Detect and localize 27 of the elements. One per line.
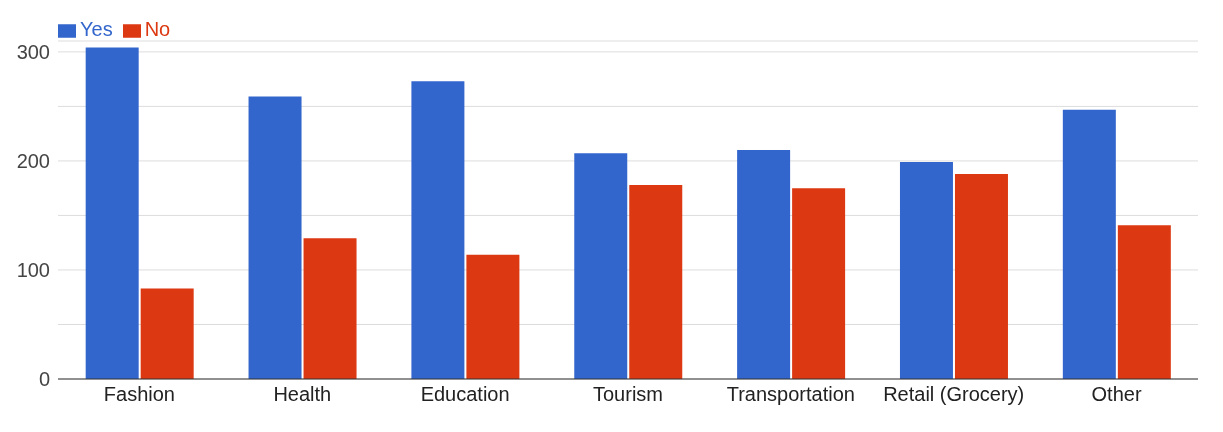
x-tick-label: Education bbox=[420, 383, 510, 406]
x-tick-label: Retail (Grocery) bbox=[883, 383, 1025, 406]
bar bbox=[629, 184, 683, 379]
bar bbox=[303, 238, 357, 379]
legend-label: No bbox=[144, 18, 171, 40]
y-tick-label: 200 bbox=[16, 150, 50, 173]
y-tick-label: 300 bbox=[16, 41, 50, 63]
bar bbox=[140, 288, 194, 379]
bar bbox=[85, 47, 139, 379]
bar bbox=[899, 162, 953, 379]
x-tick-label: Fashion bbox=[103, 383, 176, 406]
bar bbox=[466, 254, 520, 379]
y-tick-label: 100 bbox=[16, 259, 50, 282]
bar bbox=[411, 81, 465, 379]
y-tick-label: 0 bbox=[38, 368, 50, 391]
bar bbox=[1062, 109, 1116, 379]
x-tick-label: Other bbox=[1091, 383, 1142, 406]
bar bbox=[1117, 225, 1171, 379]
bar bbox=[737, 150, 791, 379]
legend-label: Yes bbox=[80, 18, 113, 40]
x-tick-label: Transportation bbox=[726, 383, 855, 406]
bar bbox=[248, 96, 302, 379]
bar bbox=[574, 153, 628, 379]
bar bbox=[954, 174, 1008, 379]
x-tick-label: Tourism bbox=[592, 383, 664, 406]
bar bbox=[792, 188, 846, 379]
x-tick-label: Health bbox=[273, 383, 332, 406]
